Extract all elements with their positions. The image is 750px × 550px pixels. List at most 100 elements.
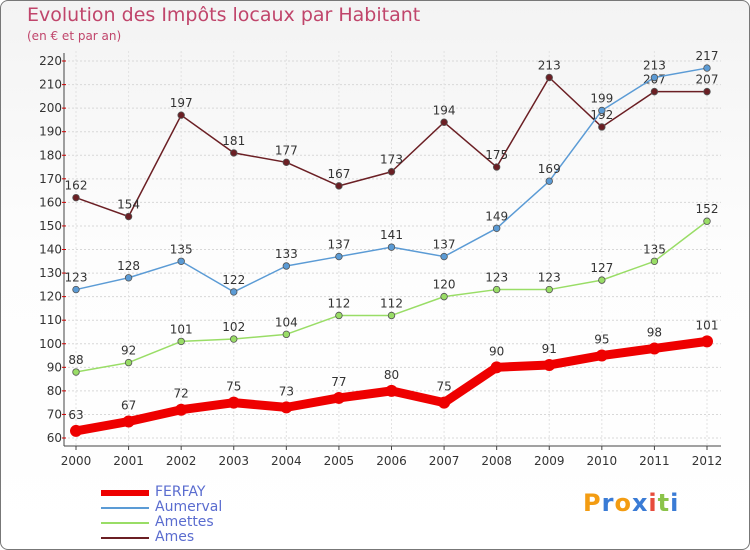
data-label: 213 [538,58,561,72]
x-tick-label: 2004 [271,454,302,468]
data-label: 169 [538,162,561,176]
data-label: 137 [433,238,456,252]
data-label: 112 [380,296,403,310]
y-tick-label: 130 [39,266,62,280]
data-point [387,243,396,251]
data-point [280,401,293,414]
data-label: 167 [327,167,350,181]
data-point [227,396,240,409]
data-label: 112 [327,296,350,310]
proxiti-logo: Proxiti [583,489,679,517]
x-tick-label: 2010 [587,454,618,468]
data-point [703,64,711,72]
legend-swatch-ferfay [101,490,149,496]
data-point [440,252,448,261]
data-label: 135 [170,242,193,256]
data-point [438,396,451,409]
legend-label-amettes: Amettes [155,514,214,530]
data-label: 98 [647,325,662,339]
data-point [230,288,238,296]
data-point [648,342,661,355]
data-point [122,415,135,428]
data-point [332,391,345,404]
data-label: 127 [590,261,613,275]
data-label: 177 [275,143,298,157]
x-tick-label: 2009 [534,454,565,468]
data-label: 67 [121,399,136,413]
data-point [545,177,553,185]
data-label: 77 [331,375,346,389]
logo-letter: x [631,489,649,517]
data-point [335,252,343,261]
data-point [703,217,711,225]
data-label: 162 [65,179,88,193]
data-label: 63 [68,408,83,422]
data-label: 149 [485,209,508,223]
data-label: 135 [643,242,666,256]
data-point [385,384,398,397]
y-tick-label: 220 [39,54,62,68]
data-point [230,149,238,157]
data-label: 128 [117,259,140,273]
y-tick-label: 80 [47,384,62,398]
series-ames: 162154197181177167173194175213192207207 [65,58,719,221]
data-point [440,118,448,126]
data-label: 88 [68,353,83,367]
legend-swatch-amettes [101,522,149,524]
x-tick-label: 2012 [692,454,723,468]
y-tick-label: 100 [39,337,62,351]
data-label: 75 [226,380,241,394]
data-point [72,285,80,294]
y-tick-label: 150 [39,219,62,233]
x-tick-label: 2003 [218,454,249,468]
x-tick-label: 2011 [639,454,670,468]
y-tick-label: 110 [39,313,62,327]
data-label: 213 [643,58,666,72]
data-label: 101 [696,318,719,332]
data-point [124,274,133,282]
data-point [492,224,501,232]
logo-letter: i [670,489,680,517]
data-label: 91 [542,342,557,356]
data-label: 173 [380,153,403,167]
data-point [387,311,396,320]
data-point [335,311,343,320]
x-tick-label: 2000 [61,454,92,468]
data-point [490,361,503,374]
x-tick-label: 2006 [376,454,407,468]
data-label: 102 [222,320,245,334]
x-tick-label: 2005 [324,454,355,468]
data-point [650,257,659,265]
data-point [701,335,713,348]
legend-label-ames: Ames [155,529,195,545]
data-label: 123 [538,271,561,285]
data-point [492,285,501,294]
y-tick-label: 90 [47,360,62,374]
data-label: 152 [696,202,719,216]
data-label: 92 [121,344,136,358]
y-tick-label: 140 [39,243,62,257]
data-point [282,158,291,167]
data-label: 122 [222,273,245,287]
data-point [72,368,80,376]
legend-swatch-ames [101,537,149,539]
data-point [543,358,556,371]
data-point [545,73,553,82]
y-tick-label: 180 [39,148,62,162]
data-point [177,111,185,119]
data-label: 207 [696,73,719,87]
data-point [70,424,82,437]
data-point [595,349,608,362]
data-point [177,257,185,265]
data-point [440,292,448,301]
y-tick-label: 200 [39,101,62,115]
data-point [598,276,606,284]
data-point [492,163,501,171]
data-label: 101 [170,322,193,336]
data-label: 141 [380,228,403,242]
data-label: 197 [170,96,193,110]
data-label: 72 [174,387,189,401]
logo-letter: o [614,489,632,517]
